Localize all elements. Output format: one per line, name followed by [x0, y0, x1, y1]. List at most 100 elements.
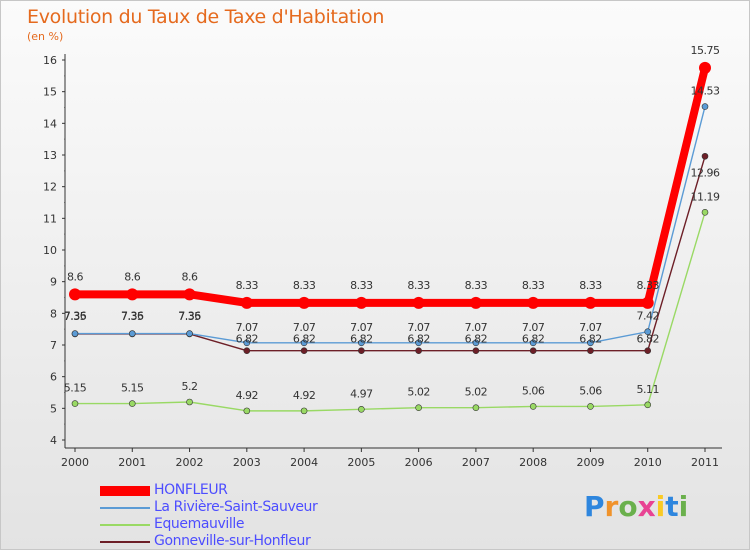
logo-letter: P	[584, 490, 605, 523]
data-label-honfleur: 8.33	[636, 279, 659, 292]
data-label-gonneville-sur-honfleur: 6.82	[236, 333, 259, 346]
data-point-la-riviere-saint-sauveur[interactable]	[358, 339, 365, 347]
data-point-honfleur[interactable]	[641, 296, 654, 309]
data-label-la-riviere-saint-sauveur: 7.42	[636, 310, 659, 323]
data-point-la-riviere-saint-sauveur[interactable]	[186, 330, 193, 337]
data-point-equemauville[interactable]	[701, 209, 709, 216]
data-point-equemauville[interactable]	[300, 407, 308, 415]
x-tick-label: 2011	[691, 456, 719, 469]
data-label-gonneville-sur-honfleur: 6.82	[636, 333, 659, 346]
legend-label-gonneville-sur-honfleur: Gonneville-sur-Honfleur	[154, 533, 311, 549]
data-point-gonneville-sur-honfleur[interactable]	[358, 347, 365, 355]
data-label-la-riviere-saint-sauveur: 7.07	[236, 321, 259, 334]
data-label-honfleur: 8.33	[579, 279, 602, 292]
data-point-equemauville[interactable]	[186, 398, 193, 406]
data-label-honfleur: 8.33	[350, 279, 373, 292]
data-point-la-riviere-saint-sauveur[interactable]	[300, 339, 308, 347]
data-point-honfleur[interactable]	[355, 296, 368, 309]
data-point-honfleur[interactable]	[584, 296, 597, 309]
data-label-la-riviere-saint-sauveur: 7.36	[178, 310, 201, 323]
data-label-gonneville-sur-honfleur: 6.82	[293, 333, 316, 346]
data-label-la-riviere-saint-sauveur: 14.53	[691, 85, 720, 98]
data-point-equemauville[interactable]	[415, 404, 422, 412]
data-point-honfleur[interactable]	[527, 296, 540, 309]
data-point-la-riviere-saint-sauveur[interactable]	[243, 339, 251, 347]
data-label-equemauville: 11.19	[691, 190, 720, 203]
logo-letter: i	[678, 490, 689, 523]
x-tick-label: 2000	[61, 456, 89, 469]
data-point-equemauville[interactable]	[243, 407, 251, 415]
x-tick-label: 2006	[405, 456, 433, 469]
data-label-equemauville: 5.02	[407, 386, 430, 399]
data-point-gonneville-sur-honfleur[interactable]	[644, 347, 652, 355]
data-label-equemauville: 5.06	[522, 384, 545, 397]
chart-unit-label: (en %)	[27, 30, 64, 43]
legend-label-la-riviere-saint-sauveur: La Rivière-Saint-Sauveur	[154, 499, 318, 515]
data-label-gonneville-sur-honfleur: 12.96	[691, 166, 720, 179]
axes: 4 5 6 7 8 9 10 11 12 13 14 15 16 2000 2001 2002 2003 2004…	[43, 54, 722, 469]
data-label-equemauville: 5.11	[636, 383, 659, 396]
data-label-equemauville: 5.15	[64, 382, 87, 395]
data-point-la-riviere-saint-sauveur[interactable]	[128, 330, 136, 337]
y-tick-label: 5	[50, 402, 57, 415]
data-label-equemauville: 4.92	[293, 389, 316, 402]
y-tick-label: 4	[50, 434, 57, 447]
data-point-equemauville[interactable]	[358, 405, 365, 413]
legend-swatch-equemauville	[100, 524, 150, 526]
y-tick-label: 16	[43, 54, 57, 67]
data-label-honfleur: 8.33	[465, 279, 488, 292]
data-point-gonneville-sur-honfleur[interactable]	[472, 347, 480, 355]
data-point-la-riviere-saint-sauveur[interactable]	[529, 339, 537, 347]
data-point-la-riviere-saint-sauveur[interactable]	[71, 330, 79, 337]
data-point-honfleur[interactable]	[69, 288, 81, 301]
data-label-honfleur: 8.33	[236, 279, 259, 292]
data-label-honfleur: 15.75	[691, 44, 720, 57]
data-point-honfleur[interactable]	[126, 288, 139, 301]
data-point-gonneville-sur-honfleur[interactable]	[415, 347, 422, 355]
data-label-la-riviere-saint-sauveur: 7.07	[293, 321, 316, 334]
data-point-gonneville-sur-honfleur[interactable]	[701, 152, 709, 160]
data-label-gonneville-sur-honfleur: 7.35	[121, 310, 144, 323]
data-point-gonneville-sur-honfleur[interactable]	[300, 347, 308, 355]
data-label-honfleur: 8.6	[182, 270, 198, 283]
y-tick-label: 6	[50, 371, 57, 384]
y-tick-label: 13	[43, 149, 57, 162]
data-label-honfleur: 8.6	[124, 270, 140, 283]
data-label-gonneville-sur-honfleur: 6.82	[579, 333, 602, 346]
series-lines	[75, 66, 709, 412]
data-point-equemauville[interactable]	[529, 403, 537, 410]
series-line-equemauville	[75, 212, 706, 412]
data-label-honfleur: 8.33	[407, 279, 430, 292]
data-point-gonneville-sur-honfleur[interactable]	[243, 347, 251, 355]
data-point-honfleur[interactable]	[412, 296, 425, 309]
data-label-gonneville-sur-honfleur: 6.82	[465, 333, 488, 346]
data-point-honfleur[interactable]	[699, 61, 711, 74]
data-point-equemauville[interactable]	[71, 400, 79, 407]
data-point-equemauville[interactable]	[472, 404, 480, 412]
data-point-gonneville-sur-honfleur[interactable]	[587, 347, 594, 355]
data-label-la-riviere-saint-sauveur: 7.36	[64, 310, 87, 323]
data-point-honfleur[interactable]	[469, 296, 482, 309]
data-point-la-riviere-saint-sauveur[interactable]	[644, 328, 652, 336]
data-point-la-riviere-saint-sauveur[interactable]	[415, 339, 422, 347]
data-point-la-riviere-saint-sauveur[interactable]	[701, 103, 709, 110]
x-tick-label: 2007	[462, 456, 490, 469]
data-point-la-riviere-saint-sauveur[interactable]	[472, 339, 480, 347]
data-point-honfleur[interactable]	[298, 296, 311, 309]
data-label-la-riviere-saint-sauveur: 7.07	[579, 321, 602, 334]
data-label-la-riviere-saint-sauveur: 7.07	[522, 321, 545, 334]
data-label-equemauville: 5.02	[465, 386, 488, 399]
data-point-equemauville[interactable]	[644, 401, 652, 409]
data-label-equemauville: 4.97	[350, 387, 373, 400]
x-tick-label: 2002	[176, 456, 204, 469]
y-tick-label: 14	[43, 117, 57, 130]
data-point-honfleur[interactable]	[240, 296, 253, 309]
data-point-gonneville-sur-honfleur[interactable]	[529, 347, 537, 355]
data-point-honfleur[interactable]	[183, 288, 196, 301]
data-point-equemauville[interactable]	[587, 403, 594, 410]
data-point-equemauville[interactable]	[128, 400, 136, 407]
proxiti-logo[interactable]: Proxiti	[584, 490, 688, 523]
data-point-la-riviere-saint-sauveur[interactable]	[587, 339, 594, 347]
data-label-honfleur: 8.33	[293, 279, 316, 292]
